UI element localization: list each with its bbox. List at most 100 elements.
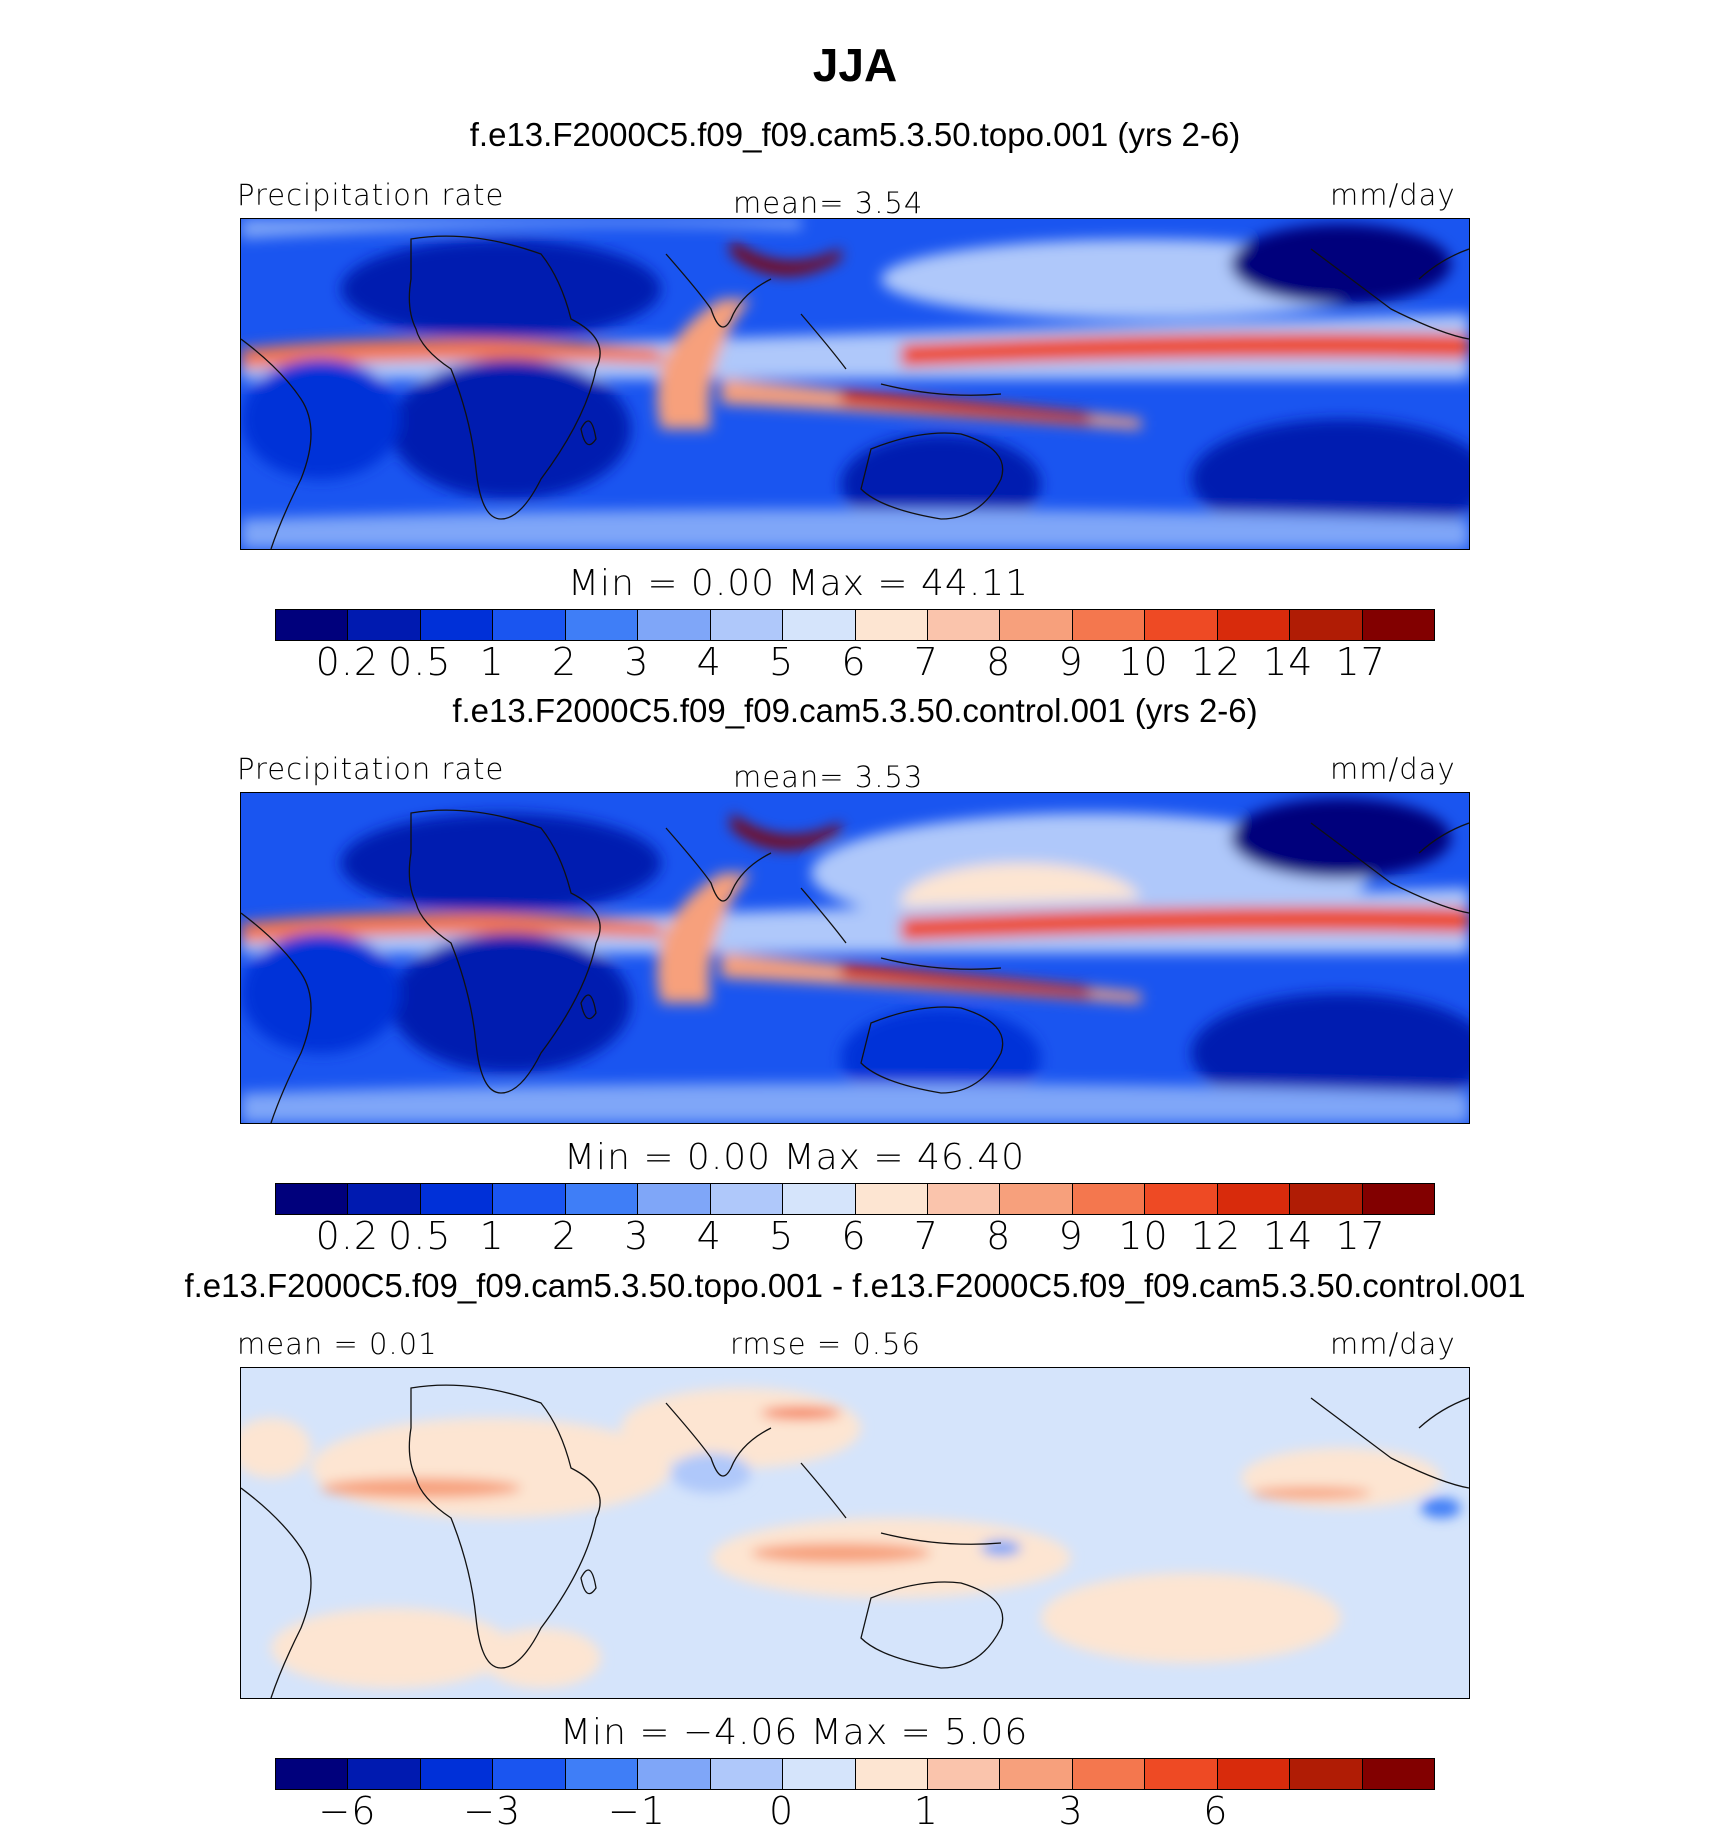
colorbar-tick-label: −6 [318, 1789, 377, 1833]
colorbar-tick-label: 7 [913, 1214, 939, 1258]
panel-3-case-title: f.e13.F2000C5.f09_f09.cam5.3.50.topo.001… [184, 1267, 1526, 1304]
colorbar-tick-label: 0.2 [315, 1214, 380, 1258]
colorbar-tick-label: 1 [913, 1789, 939, 1833]
colorbar-swatch [1072, 610, 1146, 640]
colorbar-tick-label: 2 [551, 1214, 578, 1258]
colorbar-swatch [276, 1184, 349, 1214]
panel-3-mean-label: mean = 0.01 [237, 1327, 438, 1361]
colorbar-tick-label: 4 [696, 640, 722, 684]
colorbar-swatch [1217, 1759, 1291, 1789]
panel-3-map-svg [241, 1368, 1469, 1698]
colorbar-tick-label: 17 [1335, 640, 1386, 684]
colorbar-swatch [927, 610, 1001, 640]
panel-1-mean-label: mean= 3.54 [733, 186, 924, 220]
colorbar-tick-label: 9 [1058, 640, 1084, 684]
colorbar-tick-label: 12 [1190, 1214, 1242, 1258]
panel-1-min-max: Min = 0.00 Max = 44.11 [568, 563, 1030, 604]
colorbar-swatch [1145, 610, 1218, 640]
colorbar-tick-label: 10 [1118, 1214, 1169, 1258]
panel-3-map [240, 1367, 1470, 1699]
colorbar-swatch [927, 1184, 1001, 1214]
colorbar-tick-label: 3 [624, 1214, 650, 1258]
colorbar-swatch [348, 610, 421, 640]
panel-1-case-title: f.e13.F2000C5.f09_f09.cam5.3.50.topo.001… [469, 116, 1241, 153]
colorbar-tick-label: 1 [479, 640, 505, 684]
colorbar-swatch [1362, 1184, 1434, 1214]
panel-3-field-layers [241, 1388, 1461, 1688]
panel-2-variable-label: Precipitation rate [237, 752, 505, 786]
colorbar-swatch [493, 1759, 566, 1789]
colorbar-swatch [1000, 610, 1073, 640]
colorbar-tick-label: −3 [463, 1789, 522, 1833]
colorbar-swatch [1362, 610, 1434, 640]
panel-3-colorbar [275, 1758, 1435, 1790]
panel-3-min-max: Min = −4.06 Max = 5.06 [560, 1712, 1029, 1753]
figure-title: JJA [812, 39, 898, 91]
panel-2-units-label: mm/day [1330, 752, 1456, 786]
colorbar-tick-label: 3 [624, 640, 650, 684]
colorbar-swatch [420, 1759, 494, 1789]
colorbar-swatch [927, 1759, 1001, 1789]
colorbar-swatch [710, 610, 784, 640]
colorbar-swatch [855, 610, 928, 640]
panel-2-map [240, 792, 1470, 1124]
colorbar-swatch [1290, 1184, 1363, 1214]
colorbar-tick-label: 14 [1263, 640, 1314, 684]
colorbar-swatch [1290, 1759, 1363, 1789]
panel-3-rmse-label: rmse = 0.56 [730, 1327, 921, 1361]
colorbar-swatch [855, 1184, 928, 1214]
panel-3-units-label: mm/day [1330, 1327, 1456, 1361]
colorbar-swatch [348, 1184, 421, 1214]
panel-1-colorbar [275, 609, 1435, 641]
colorbar-swatch [276, 1759, 349, 1789]
colorbar-swatch [1217, 1184, 1291, 1214]
colorbar-tick-label: 5 [769, 640, 795, 684]
colorbar-swatch [420, 1184, 494, 1214]
colorbar-swatch [276, 610, 349, 640]
panel-2-colorbar [275, 1183, 1435, 1215]
colorbar-swatch [638, 1759, 711, 1789]
colorbar-swatch [1072, 1184, 1146, 1214]
colorbar-swatch [1072, 1759, 1146, 1789]
panel-3-coastlines [241, 1384, 1469, 1698]
colorbar-tick-label: 12 [1190, 640, 1242, 684]
colorbar-tick-label: 3 [1058, 1789, 1084, 1833]
colorbar-swatch [855, 1759, 928, 1789]
colorbar-swatch [420, 610, 494, 640]
panel-2-coastlines [241, 809, 1469, 1123]
colorbar-tick-label: 14 [1263, 1214, 1314, 1258]
panel-1-map-svg [241, 219, 1469, 549]
colorbar-swatch [348, 1759, 421, 1789]
colorbar-swatch [493, 610, 566, 640]
panel-2-mean-label: mean= 3.53 [733, 760, 924, 794]
colorbar-tick-label: 0 [769, 1789, 795, 1833]
colorbar-tick-label: 0.2 [315, 640, 380, 684]
colorbar-tick-label: 7 [913, 640, 939, 684]
colorbar-swatch [1000, 1184, 1073, 1214]
colorbar-swatch [638, 610, 711, 640]
colorbar-tick-label: 17 [1335, 1214, 1386, 1258]
colorbar-tick-label: 8 [986, 1214, 1012, 1258]
panel-1-variable-label: Precipitation rate [237, 178, 505, 212]
colorbar-tick-label: 9 [1058, 1214, 1084, 1258]
colorbar-tick-label: 4 [696, 1214, 722, 1258]
colorbar-tick-label: −1 [607, 1789, 666, 1833]
colorbar-swatch [565, 1759, 639, 1789]
colorbar-swatch [565, 1184, 639, 1214]
colorbar-tick-label: 0.5 [388, 640, 452, 684]
panel-1-units-label: mm/day [1330, 178, 1456, 212]
colorbar-swatch [710, 1759, 784, 1789]
panel-1-map [240, 218, 1470, 550]
colorbar-tick-label: 2 [551, 640, 578, 684]
colorbar-tick-label: 10 [1118, 640, 1169, 684]
colorbar-swatch [565, 610, 639, 640]
colorbar-swatch [1145, 1184, 1218, 1214]
colorbar-swatch [783, 1184, 856, 1214]
colorbar-tick-label: 0.5 [388, 1214, 452, 1258]
colorbar-swatch [710, 1184, 784, 1214]
panel-2-field-layers [241, 798, 1469, 1123]
panel-2-map-svg [241, 793, 1469, 1123]
colorbar-swatch [783, 1759, 856, 1789]
colorbar-tick-label: 8 [986, 640, 1012, 684]
panel-1-coastlines [241, 235, 1469, 549]
